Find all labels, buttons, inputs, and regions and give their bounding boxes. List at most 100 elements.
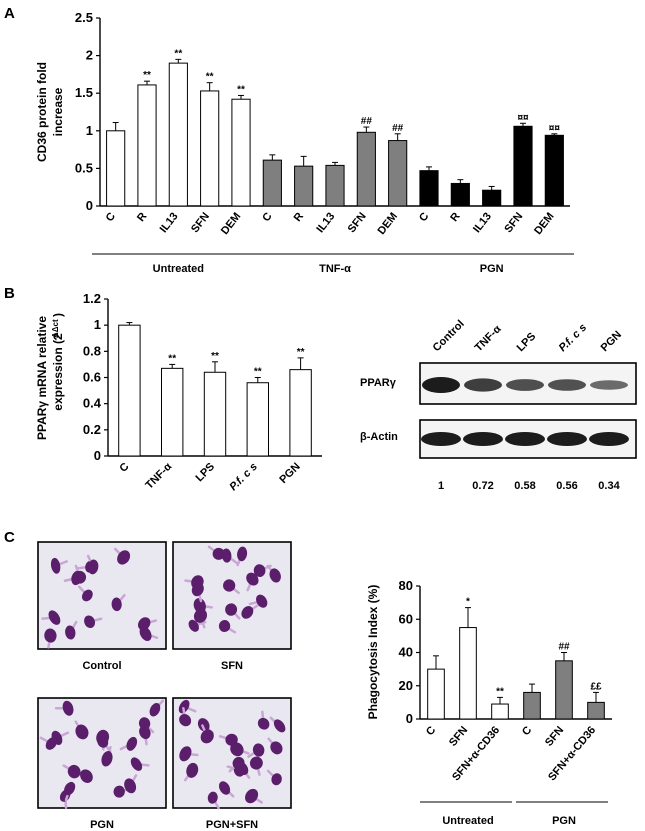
blot-lane-label: P.f. c s	[557, 322, 590, 355]
category-label: C	[520, 724, 534, 738]
blot-row-label-pparg: PPARγ	[360, 377, 397, 389]
micrograph-caption: PGN+SFN	[206, 819, 258, 831]
category-label: C	[117, 461, 131, 475]
cell-nucleus	[117, 550, 131, 565]
blot-ratio: 0.56	[556, 480, 577, 492]
category-label: C	[104, 210, 118, 224]
cell-nucleus	[253, 564, 266, 578]
cell-nucleus	[237, 546, 248, 562]
bar	[246, 382, 270, 457]
y-tick-label: 0.8	[83, 343, 101, 358]
y-tick-label: 0	[406, 711, 413, 726]
category-label: DEM	[219, 210, 244, 237]
category-label: C	[424, 724, 438, 738]
y-axis-title-line2: increase	[51, 87, 65, 136]
category-label: DEM	[376, 210, 401, 237]
bar	[555, 660, 573, 720]
y-tick-label: 0.5	[75, 160, 93, 175]
cell-nucleus	[271, 773, 282, 786]
blot-band-actin	[463, 432, 503, 446]
blot-band-pparg	[422, 377, 460, 393]
bar	[294, 165, 314, 207]
cell-nucleus	[241, 606, 254, 619]
micrographs: Control SFN PGN PGN+SFN	[37, 541, 292, 831]
group-label: Untreated	[442, 815, 493, 827]
blot-band-actin	[505, 432, 545, 446]
category-label: SFN	[447, 724, 470, 749]
cell-nucleus	[137, 617, 151, 631]
significance-mark: ££	[590, 681, 602, 692]
blot-lane-label: PGN	[599, 329, 624, 354]
cell-nucleus	[65, 625, 76, 640]
y-axis-title-line2: expression (2	[51, 333, 65, 411]
significance-mark: **	[174, 48, 182, 59]
bar	[262, 159, 282, 207]
bar	[419, 170, 439, 207]
cell-nucleus	[197, 718, 210, 732]
micrograph-caption: SFN	[221, 660, 243, 672]
blot-band-actin	[589, 432, 629, 446]
group-label: TNF-α	[319, 263, 351, 275]
y-tick-label: 1	[86, 123, 93, 138]
bar	[587, 701, 605, 720]
significance-mark: ¤¤	[517, 112, 529, 123]
blot-ratio: 0.34	[598, 480, 620, 492]
cell-nucleus	[193, 608, 208, 623]
cell-nucleus	[273, 719, 286, 733]
cell-nucleus	[225, 603, 238, 616]
blot-lane-label: Control	[431, 318, 467, 354]
micrograph-caption: Control	[82, 660, 121, 672]
bar	[200, 90, 220, 207]
y-tick-label: 60	[399, 611, 413, 626]
y-tick-label: 0.2	[83, 422, 101, 437]
blot-row-label-actin: β-Actin	[360, 431, 398, 443]
blot-band-actin	[547, 432, 587, 446]
cell-nucleus	[81, 589, 93, 602]
cell-nucleus	[191, 582, 204, 597]
y-tick-label: 0.4	[83, 396, 102, 411]
bar	[106, 130, 126, 207]
cell-nucleus	[218, 620, 231, 633]
cell-nucleus	[270, 741, 283, 755]
bar	[388, 140, 408, 207]
category-label: R	[135, 210, 149, 224]
significance-mark: **	[297, 347, 305, 358]
western-blot: PPARγ β-Actin Control 1 TNF-α 0.72 LPS 0.58 P.…	[360, 318, 637, 492]
cell-nucleus	[50, 557, 61, 574]
cell-nucleus	[139, 725, 151, 740]
significance-mark: **	[211, 351, 219, 362]
bar	[544, 134, 564, 207]
cell-nucleus	[223, 579, 236, 592]
bar	[450, 182, 470, 207]
significance-mark: **	[254, 367, 262, 378]
significance-mark: **	[496, 686, 504, 697]
y-axis-title-paren: )	[51, 313, 65, 317]
cell-nucleus	[178, 699, 190, 714]
bar	[491, 703, 509, 720]
cell-nucleus	[230, 742, 244, 757]
group-label: Untreated	[153, 263, 204, 275]
cell-nucleus	[249, 756, 263, 770]
bar	[203, 371, 227, 457]
cell-nucleus	[124, 778, 137, 794]
y-tick-label: 0	[86, 198, 93, 213]
cell-nucleus	[188, 619, 199, 632]
category-label: IL13	[314, 210, 337, 235]
cell-nucleus	[256, 594, 268, 608]
cell-nucleus	[84, 615, 96, 628]
bar	[168, 62, 188, 207]
blot-band-pparg	[590, 380, 628, 390]
cell-nucleus	[67, 764, 81, 779]
blot-lane-label: LPS	[515, 330, 539, 354]
cell-nucleus	[75, 724, 89, 740]
group-label: PGN	[480, 263, 504, 275]
blot-band-pparg	[548, 379, 586, 391]
significance-mark: **	[168, 353, 176, 364]
blot-ratio: 1	[438, 480, 444, 492]
bar	[427, 668, 445, 720]
category-label: R	[292, 210, 306, 224]
cell-nucleus	[149, 702, 161, 717]
blot-ratio: 0.72	[472, 480, 493, 492]
